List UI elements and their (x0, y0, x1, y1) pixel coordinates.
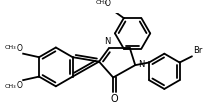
Text: CH₃: CH₃ (5, 45, 16, 50)
Text: O: O (16, 81, 22, 90)
Text: O: O (16, 44, 22, 53)
Text: N: N (137, 60, 144, 69)
Text: O: O (110, 94, 118, 104)
Text: O: O (104, 0, 110, 8)
Text: N: N (103, 37, 110, 46)
Text: CH₃: CH₃ (5, 84, 16, 89)
Text: Br: Br (192, 46, 201, 55)
Text: CH₃: CH₃ (95, 0, 107, 5)
